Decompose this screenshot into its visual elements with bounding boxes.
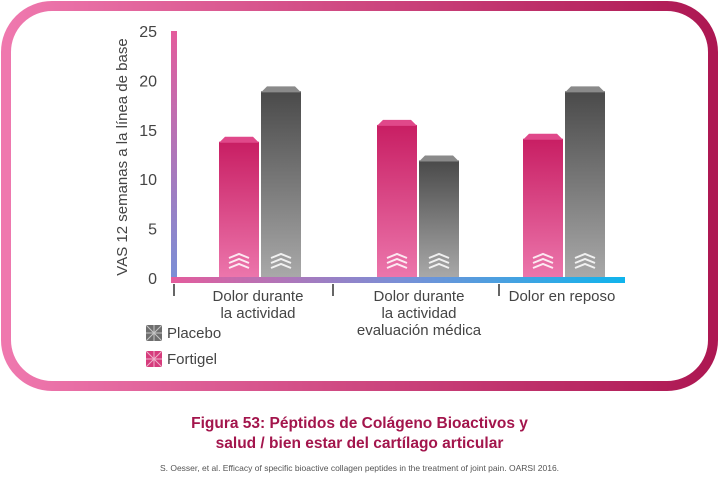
x-axis-categories: Dolor durante la actividad Dolor durante la…	[173, 284, 616, 339]
source-citation: S. Oesser, et al. Efficacy of specific b…	[159, 463, 560, 473]
y-axis-label: VAS 12 semanas a la línea de base	[114, 38, 131, 275]
x-axis-line	[171, 277, 625, 283]
y-tick-label: 15	[139, 123, 157, 140]
x-tick-label: Dolor durante la actividad evaluación médi…	[357, 288, 482, 339]
y-axis-line	[171, 31, 177, 278]
bar-placebo-3	[565, 86, 605, 278]
legend-swatch-fortigel	[145, 350, 163, 368]
bar-fortigel-1	[219, 136, 259, 278]
figure-caption-line2: salud / bien estar del cartílago articul…	[215, 435, 504, 452]
x-tick-label: Dolor durante la actividad	[213, 288, 304, 322]
bar-series	[219, 86, 605, 278]
bar-fortigel-2	[377, 119, 417, 278]
bar-fortigel-3	[523, 133, 563, 278]
y-axis-ticks: 0 5 10 15 20 25	[139, 24, 157, 288]
y-tick-label: 10	[139, 172, 157, 189]
legend-swatch-placebo	[145, 324, 163, 342]
bar-placebo-2	[419, 155, 459, 278]
y-tick-label: 5	[148, 222, 157, 239]
figure-caption-line1: Figura 53: Péptidos de Colágeno Bioactiv…	[191, 415, 528, 432]
chart-card	[1, 1, 718, 391]
legend: Placebo Fortigel	[145, 324, 221, 368]
y-tick-label: 20	[139, 73, 157, 90]
legend-label-fortigel: Fortigel	[167, 351, 217, 368]
x-tick-label: Dolor en reposo	[509, 288, 616, 305]
card-frame	[1, 1, 718, 391]
y-tick-label: 0	[148, 271, 157, 288]
bar-chart: VAS 12 semanas a la línea de base 0 5 10 15…	[114, 24, 625, 368]
y-tick-label: 25	[139, 24, 157, 41]
legend-label-placebo: Placebo	[167, 325, 221, 342]
bar-placebo-1	[261, 86, 301, 278]
